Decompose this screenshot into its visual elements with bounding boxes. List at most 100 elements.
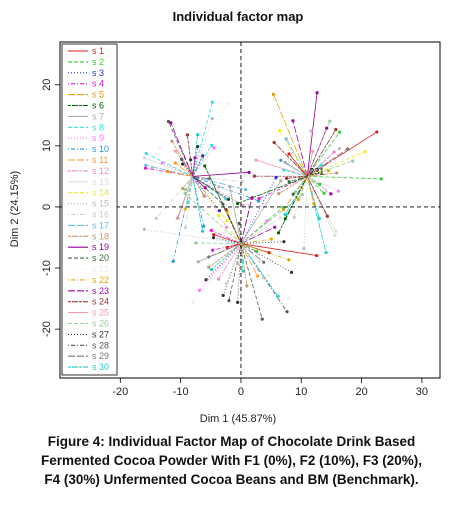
legend-label: s 18	[92, 231, 109, 241]
ray-line	[228, 243, 242, 301]
data-point	[203, 186, 207, 190]
data-point	[262, 260, 266, 264]
ray-line	[306, 176, 315, 204]
data-point	[171, 259, 175, 263]
data-point	[197, 288, 202, 292]
ray-line	[293, 176, 308, 218]
data-point	[142, 156, 147, 160]
data-point	[250, 196, 254, 200]
y-axis-ticks: -20 -10 0 10 20	[41, 79, 60, 337]
data-point	[243, 173, 247, 178]
data-point	[225, 219, 229, 223]
data-point	[283, 217, 287, 221]
ray-line	[240, 177, 277, 244]
data-point	[210, 100, 214, 104]
data-point	[260, 317, 264, 321]
ray-line	[289, 176, 308, 183]
ray-line	[307, 148, 340, 177]
data-point	[181, 208, 185, 212]
ray-line	[192, 176, 259, 202]
data-point	[221, 202, 225, 206]
ray-line	[240, 238, 272, 244]
data-point	[273, 225, 277, 229]
ray-line	[217, 215, 242, 244]
x-tick-label: -10	[173, 386, 189, 398]
ray-line	[240, 194, 303, 244]
data-point	[150, 165, 154, 169]
ray-line	[283, 169, 308, 177]
data-point	[287, 180, 291, 184]
ray-line	[170, 122, 194, 177]
ray-line	[240, 226, 275, 244]
data-point	[334, 229, 338, 234]
data-point	[283, 212, 287, 217]
data-point	[186, 200, 190, 205]
data-point	[255, 274, 260, 278]
legend-label: s 16	[92, 210, 109, 220]
legend-label: s 19	[92, 242, 109, 252]
plot-frame	[59, 41, 441, 379]
data-point	[226, 197, 231, 201]
data-point	[337, 130, 342, 134]
ray-line	[192, 102, 213, 177]
legend-label: s 24	[92, 297, 109, 307]
data-point	[212, 145, 216, 150]
legend-label: s 20	[92, 253, 109, 263]
data-point	[319, 163, 323, 167]
chart-title: Individual factor map	[173, 9, 304, 24]
ray-line	[240, 243, 265, 263]
data-point	[284, 137, 288, 141]
data-point	[287, 152, 291, 156]
data-point	[291, 119, 295, 123]
data-point	[267, 273, 271, 277]
x-axis-ticks: -20 -10 0 10 20 30	[112, 378, 428, 398]
ray-line	[307, 131, 378, 177]
legend-label: s 27	[92, 329, 109, 339]
ray-line	[229, 186, 242, 244]
data-point	[291, 192, 295, 196]
ray-line	[162, 162, 193, 177]
ray-line	[192, 243, 242, 303]
data-point	[189, 158, 193, 162]
data-point	[209, 228, 213, 232]
ray-line	[278, 176, 308, 194]
data-point	[173, 149, 178, 153]
data-point	[200, 229, 205, 233]
ray-line	[303, 176, 308, 249]
ray-line	[307, 176, 382, 180]
legend-label: s 11	[92, 155, 108, 165]
data-point	[203, 164, 207, 168]
ray-line	[211, 243, 242, 270]
legend-label: s 21	[92, 264, 109, 274]
data-point	[269, 237, 273, 241]
data-point	[225, 101, 230, 105]
data-point	[302, 246, 306, 251]
data-point	[287, 258, 291, 262]
data-point	[227, 299, 231, 303]
ray-line	[240, 243, 279, 297]
data-point	[247, 170, 251, 174]
ray-line	[284, 176, 308, 219]
data-point	[254, 158, 258, 162]
data-point	[183, 192, 187, 196]
ray-line	[307, 151, 366, 177]
data-point	[328, 119, 332, 123]
data-point	[315, 253, 319, 258]
data-point	[224, 208, 228, 212]
ray-line	[288, 153, 308, 177]
data-point	[173, 161, 177, 165]
ray-line	[195, 242, 241, 244]
ray-line	[240, 243, 263, 320]
data-point	[351, 159, 355, 163]
y-tick-label: -20	[41, 321, 53, 337]
data-point	[335, 171, 339, 175]
data-point	[216, 213, 220, 218]
data-point	[284, 176, 289, 180]
data-point	[289, 270, 294, 274]
data-point	[144, 151, 148, 156]
ray-line	[306, 121, 331, 177]
ray-line	[279, 130, 308, 177]
data-point	[329, 192, 333, 196]
ray-line	[306, 176, 336, 236]
legend-label: s 14	[92, 188, 109, 198]
